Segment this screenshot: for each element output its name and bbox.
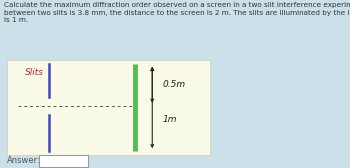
- FancyBboxPatch shape: [7, 60, 210, 155]
- FancyBboxPatch shape: [38, 155, 88, 167]
- Text: Calculate the maximum diffraction order observed on a screen in a two slit inter: Calculate the maximum diffraction order …: [4, 2, 350, 23]
- Text: 0.5m: 0.5m: [163, 80, 186, 89]
- Text: 1m: 1m: [163, 115, 177, 124]
- Text: Slits: Slits: [25, 68, 43, 77]
- Text: Answer:: Answer:: [7, 156, 41, 165]
